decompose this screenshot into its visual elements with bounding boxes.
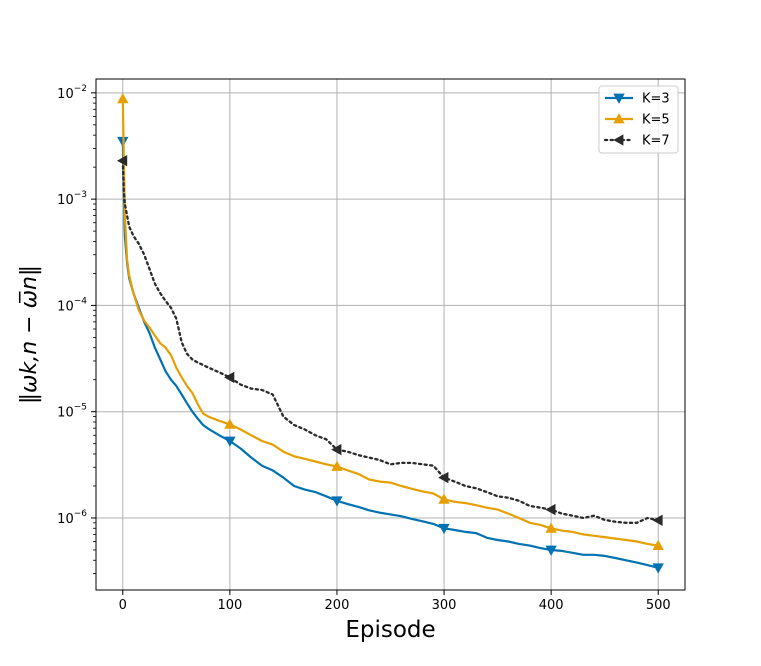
x-axis-label: Episode [345,617,435,643]
legend-item: K=7 [603,134,670,149]
x-tick-label: 100 [217,598,242,613]
series-marker [613,113,625,124]
series-k-7 [116,155,663,526]
series-marker [652,563,664,574]
grid [96,79,685,590]
legend: K=3 K=5 K=7 [598,85,679,154]
series-marker [224,418,236,429]
series-marker [545,545,557,556]
series-marker [224,371,235,384]
series-marker [331,443,342,456]
y-tick-label: 10−3 [57,190,87,208]
series-marker [224,436,236,447]
legend-item: K=3 [605,92,670,107]
y-axis-ticks: 10−6 10−5 10−4 10−3 10−2 [57,84,96,574]
x-tick-label: 300 [432,598,457,613]
series-marker [116,155,128,167]
y-axis-label: ‖ωk,n − ω̅n‖ [17,265,42,404]
y-tick-label: 10−2 [57,84,87,102]
plot-frame [95,78,686,591]
series-marker [613,93,625,104]
y-tick-label: 10−4 [57,296,87,314]
x-tick-label: 500 [646,598,671,613]
series-marker [438,471,449,484]
series-marker [652,514,663,526]
legend-label: K=7 [642,134,670,149]
plot-series [116,92,664,574]
series-marker [331,460,343,471]
series-marker [117,92,129,104]
series-marker [438,493,450,504]
x-axis-ticks: 0 100 200 300 400 500 [119,590,671,613]
legend-item: K=5 [605,113,670,128]
y-tick-label: 10−5 [57,403,87,421]
x-tick-label: 200 [325,598,350,613]
legend-label: K=3 [642,92,670,107]
series-k-5 [117,92,664,550]
x-tick-label: 0 [119,598,127,613]
series-marker [331,496,343,507]
x-tick-label: 400 [539,598,564,613]
series-marker [613,134,624,146]
legend-label: K=5 [642,113,670,128]
series-marker [438,523,450,535]
series-marker [652,539,664,550]
y-tick-label: 10−6 [57,509,87,527]
series-marker [545,503,556,516]
series-k-3 [117,136,664,574]
series-marker [545,522,557,533]
